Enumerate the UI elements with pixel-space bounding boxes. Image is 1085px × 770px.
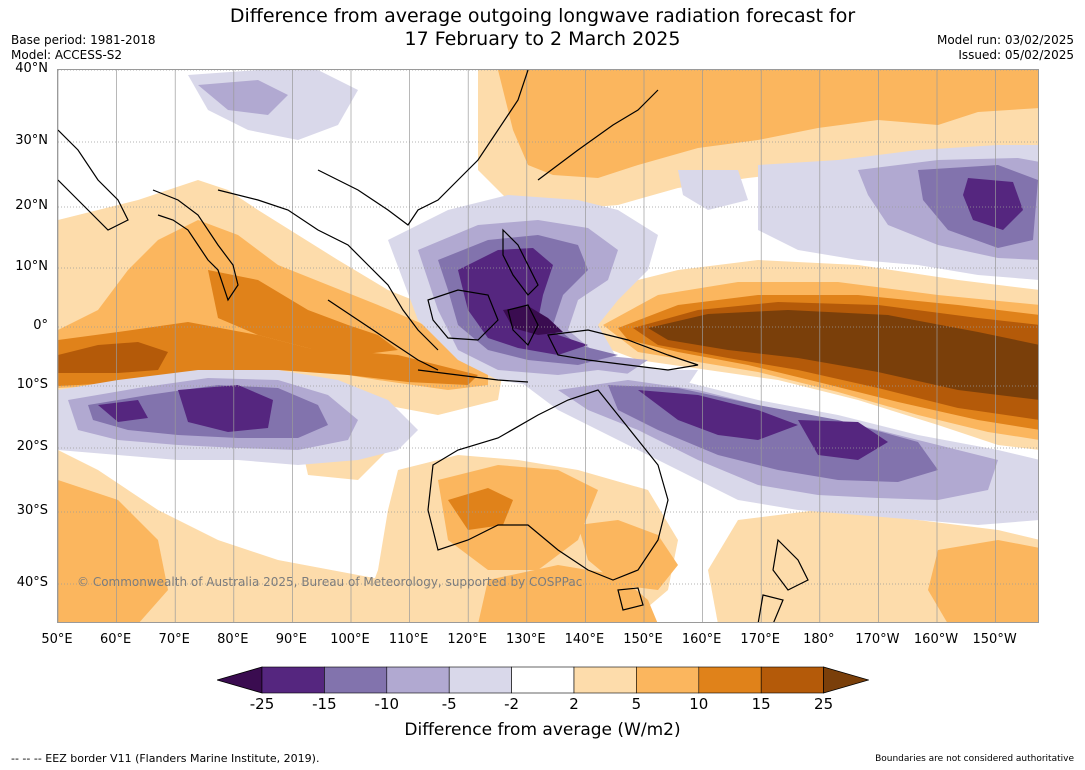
colorbar-segment	[573, 666, 637, 694]
longitude-label: 180°	[803, 632, 835, 647]
eez-border-note: -- -- -- EEZ border V11 (Flanders Marine…	[11, 752, 320, 765]
latitude-label: 10°N	[15, 259, 48, 274]
latitude-label: 40°N	[15, 61, 48, 76]
longitude-label: 170°E	[740, 632, 780, 647]
longitude-label: 170°W	[855, 632, 900, 647]
colorbar-extend-min	[217, 666, 263, 694]
longitude-label: 130°E	[506, 632, 546, 647]
map-title-line-1: Difference from average outgoing longwav…	[229, 5, 856, 27]
longitude-label: 80°E	[217, 632, 249, 647]
colorbar-tick-label: -2	[504, 695, 520, 713]
latitude-label: 40°S	[16, 575, 48, 590]
colorbar-extend-max	[823, 666, 869, 694]
longitude-label: 150°W	[972, 632, 1017, 647]
graticule	[58, 70, 1038, 622]
longitude-label: 110°E	[388, 632, 429, 647]
latitude-label: 0°	[33, 318, 48, 333]
longitude-label: 120°E	[447, 632, 487, 647]
colorbar-segment	[324, 666, 388, 694]
colorbar-title: Difference from average (W/m2)	[404, 720, 681, 740]
latitude-label: 20°S	[16, 439, 48, 454]
longitude-label: 60°E	[99, 632, 132, 647]
colorbar-segment	[698, 666, 762, 694]
latitude-label: 10°S	[16, 377, 48, 392]
latitude-label: 30°N	[15, 133, 48, 148]
longitude-label: 160°E	[681, 632, 722, 647]
longitude-label: 150°E	[623, 632, 663, 647]
colorbar-tick-label: 15	[751, 695, 771, 713]
colorbar-tick-label: 2	[569, 695, 579, 713]
coastlines	[58, 70, 809, 622]
colorbar-tick-label: -10	[374, 695, 400, 713]
colorbar-segment	[636, 666, 700, 694]
boundaries-disclaimer: Boundaries are not considered authoritat…	[875, 754, 1074, 764]
colorbar-tick-label: 5	[631, 695, 642, 713]
longitude-label: 50°E	[41, 632, 73, 647]
colorbar-segment	[386, 666, 450, 694]
longitude-label: 140°E	[564, 632, 605, 647]
negative-anomaly-fills	[58, 70, 1038, 525]
colorbar-tick-label: -5	[441, 695, 457, 713]
colorbar-tick-label: -15	[312, 695, 337, 713]
model-run: Model run: 03/02/2025	[936, 33, 1074, 47]
map-title-line-2: 17 February to 2 March 2025	[404, 28, 681, 50]
issued-date: Issued: 05/02/2025	[958, 48, 1074, 62]
colorbar	[217, 666, 869, 694]
colorbar-tick-label: -25	[249, 695, 275, 713]
colorbar-segment	[261, 666, 325, 694]
longitude-label: 70°E	[158, 632, 190, 647]
colorbar-segment	[760, 666, 824, 694]
model-name: Model: ACCESS-S2	[11, 48, 123, 62]
copyright-notice: © Commonwealth of Australia 2025, Bureau…	[77, 575, 583, 589]
anomaly-contours	[58, 70, 1038, 622]
longitude-label: 160°W	[913, 632, 959, 647]
colorbar-segment	[511, 666, 575, 694]
base-period: Base period: 1981-2018	[11, 33, 156, 47]
colorbar-tick-label: 25	[814, 695, 834, 713]
anomaly-map	[57, 69, 1039, 623]
colorbar-tick-label: 10	[689, 695, 709, 713]
latitude-label: 30°S	[16, 503, 48, 518]
latitude-label: 20°N	[15, 198, 48, 213]
longitude-label: 100°E	[330, 632, 370, 647]
colorbar-segment	[448, 666, 512, 694]
longitude-label: 90°E	[275, 632, 308, 647]
